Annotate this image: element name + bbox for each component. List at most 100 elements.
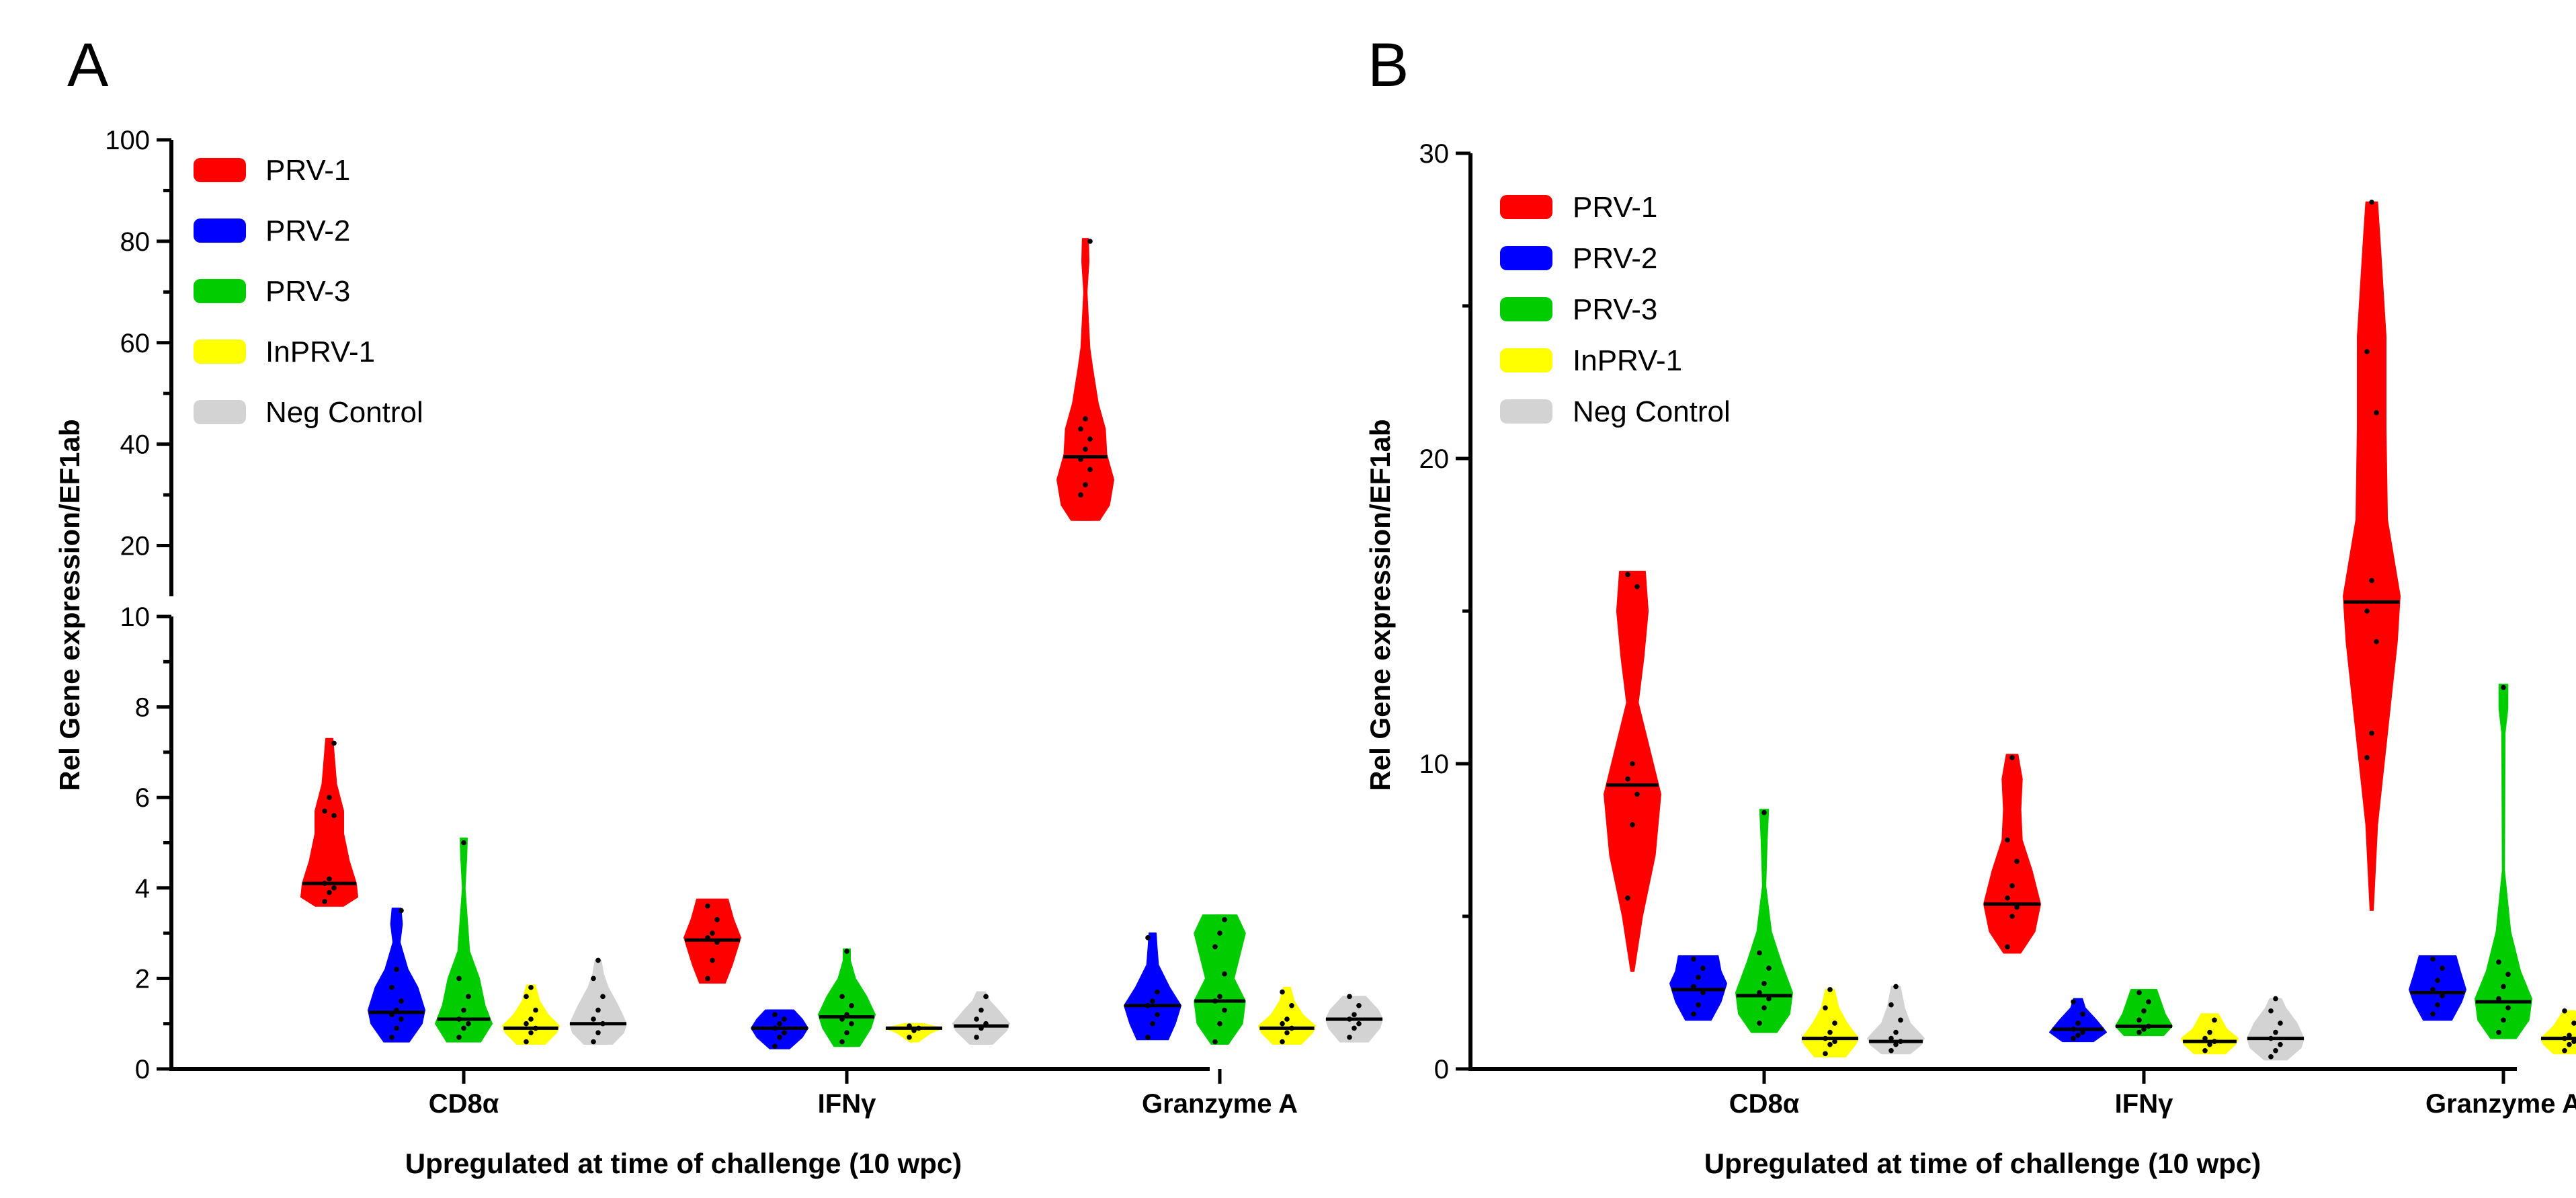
data-point bbox=[2369, 730, 2374, 736]
violin-prv-3-granzyme-a bbox=[1194, 914, 1246, 1045]
panel-a-letter: A bbox=[67, 31, 109, 99]
data-point bbox=[714, 917, 720, 922]
data-point bbox=[1766, 996, 1772, 1002]
legend-label-neg-control: Neg Control bbox=[1573, 395, 1731, 428]
y-tick-label: 2 bbox=[135, 964, 150, 994]
y-tick-label: 10 bbox=[120, 602, 151, 632]
data-point bbox=[2268, 1035, 2274, 1041]
data-point bbox=[456, 1035, 462, 1040]
data-point bbox=[2207, 1041, 2212, 1047]
data-point bbox=[1823, 1051, 1828, 1057]
panel-a-violins bbox=[300, 238, 1383, 1049]
data-point bbox=[600, 1021, 606, 1027]
x-category-ifn: IFNγ bbox=[818, 1089, 876, 1119]
data-point bbox=[2141, 1008, 2147, 1014]
data-point bbox=[2080, 1011, 2085, 1017]
data-point bbox=[2136, 990, 2142, 996]
data-point bbox=[705, 903, 710, 909]
data-point bbox=[1078, 426, 1083, 432]
data-point bbox=[1347, 994, 1352, 1000]
data-point bbox=[1832, 1039, 1837, 1044]
data-point bbox=[1217, 994, 1222, 1000]
y-tick-label: 80 bbox=[120, 227, 151, 257]
data-point bbox=[1087, 467, 1093, 473]
data-point bbox=[399, 998, 404, 1004]
violin-prv-3-granzyme-a bbox=[2475, 683, 2532, 1039]
data-point bbox=[2009, 914, 2015, 919]
legend-label-prv-1: PRV-1 bbox=[265, 154, 350, 187]
violin-inprv-1-granzyme-a bbox=[1258, 986, 1316, 1045]
data-point bbox=[2501, 984, 2506, 990]
data-point bbox=[1832, 1021, 1837, 1026]
data-point bbox=[849, 1002, 854, 1008]
data-point bbox=[907, 1023, 912, 1029]
data-point bbox=[1625, 895, 1630, 901]
data-point bbox=[528, 1030, 534, 1035]
data-point bbox=[782, 1016, 787, 1022]
data-point bbox=[1634, 791, 1640, 797]
data-point bbox=[911, 1027, 917, 1033]
data-point bbox=[1150, 1021, 1155, 1027]
data-point bbox=[1691, 1011, 1696, 1017]
data-point bbox=[1078, 456, 1083, 463]
data-point bbox=[1356, 1002, 1362, 1008]
data-point bbox=[1352, 1012, 1357, 1018]
data-point bbox=[2202, 1035, 2208, 1041]
x-category-granzyme-a: Granzyme A bbox=[2425, 1089, 2576, 1119]
panel-b-letter: B bbox=[1368, 31, 1409, 99]
legend-label-inprv-1: InPRV-1 bbox=[265, 335, 375, 368]
data-point bbox=[1217, 930, 1222, 936]
data-point bbox=[1145, 1002, 1151, 1008]
data-point bbox=[2009, 883, 2015, 889]
data-point bbox=[2202, 1047, 2208, 1053]
y-tick-label: 30 bbox=[1419, 139, 1450, 169]
legend-swatch-prv-2 bbox=[1500, 246, 1552, 270]
data-point bbox=[2207, 1029, 2212, 1035]
data-point bbox=[1888, 1002, 1894, 1008]
data-point bbox=[2364, 608, 2370, 614]
data-point bbox=[714, 939, 720, 945]
violin-prv-3-cd8 bbox=[435, 837, 493, 1043]
data-point bbox=[528, 1016, 534, 1022]
legend-swatch-prv-3 bbox=[1500, 297, 1552, 321]
legend-label-prv-2: PRV-2 bbox=[265, 214, 350, 247]
panel-b-x-axis-title: Upregulated at time of challenge (10 wpc… bbox=[1704, 1148, 2261, 1179]
data-point bbox=[2071, 1027, 2076, 1032]
data-point bbox=[1217, 1021, 1222, 1027]
data-point bbox=[322, 881, 327, 886]
data-point bbox=[2374, 410, 2379, 415]
data-point bbox=[2136, 1017, 2142, 1023]
data-point bbox=[2080, 1029, 2085, 1035]
data-point bbox=[2273, 1047, 2278, 1053]
data-point bbox=[1761, 809, 1767, 815]
data-point bbox=[2364, 349, 2370, 354]
legend-swatch-inprv-1 bbox=[1500, 348, 1552, 372]
legend-swatch-neg-control bbox=[1500, 399, 1552, 424]
data-point bbox=[705, 935, 710, 941]
data-point bbox=[1284, 1030, 1290, 1035]
data-point bbox=[1691, 984, 1696, 990]
data-point bbox=[327, 876, 332, 882]
panel-b-legend: PRV-1 PRV-2 PRV-3 InPRV-1 Neg Control bbox=[1500, 191, 1731, 428]
data-point bbox=[394, 1007, 399, 1013]
data-point bbox=[1155, 1012, 1160, 1018]
data-point bbox=[2369, 577, 2374, 584]
data-point bbox=[1700, 965, 1706, 971]
data-point bbox=[399, 908, 404, 914]
data-point bbox=[2071, 999, 2076, 1004]
data-point bbox=[916, 1025, 921, 1031]
violin-prv-2-granzyme-a bbox=[1124, 932, 1181, 1041]
legend-label-neg-control: Neg Control bbox=[265, 396, 423, 429]
data-point bbox=[466, 1021, 471, 1027]
data-point bbox=[2141, 1027, 2147, 1032]
data-point bbox=[1691, 956, 1696, 962]
y-tick-label: 0 bbox=[135, 1055, 150, 1084]
panel-b-violins bbox=[1604, 199, 2576, 1061]
data-point bbox=[1222, 917, 1227, 922]
data-point bbox=[1280, 1021, 1285, 1027]
data-point bbox=[2501, 684, 2506, 690]
data-point bbox=[979, 1025, 984, 1031]
data-point bbox=[591, 975, 596, 982]
data-point bbox=[2014, 858, 2020, 865]
